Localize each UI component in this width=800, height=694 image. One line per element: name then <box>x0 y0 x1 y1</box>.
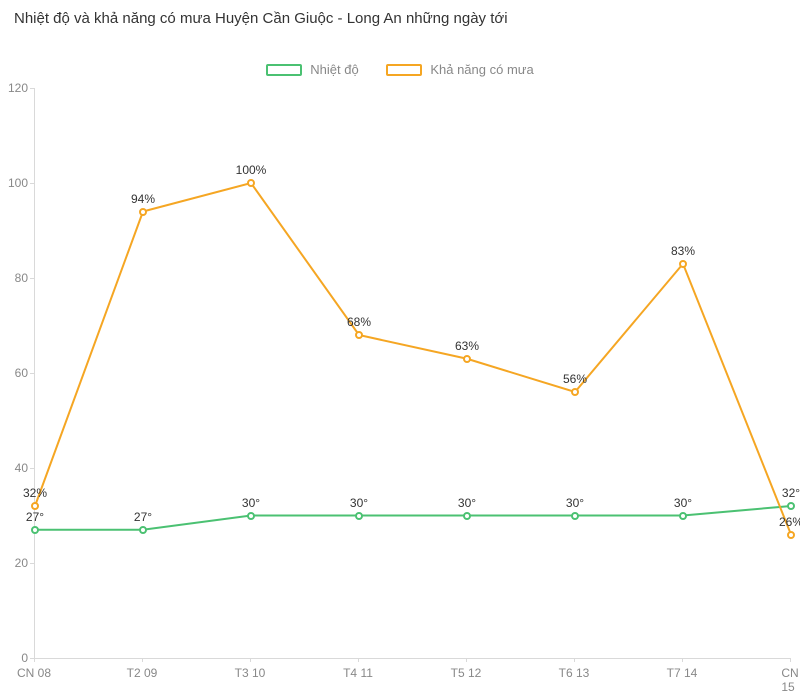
marker-temperature <box>31 526 39 534</box>
y-tick-mark <box>30 468 34 469</box>
marker-temperature <box>787 502 795 510</box>
marker-temperature <box>463 512 471 520</box>
marker-temperature <box>139 526 147 534</box>
marker-rain <box>787 531 795 539</box>
line-rain <box>35 183 791 535</box>
y-tick-mark <box>30 183 34 184</box>
y-tick-label: 60 <box>0 366 28 380</box>
value-label-temperature: 30° <box>458 496 476 510</box>
x-tick-label: T2 09 <box>127 666 158 680</box>
value-label-temperature: 30° <box>566 496 584 510</box>
x-tick-label: T3 10 <box>235 666 266 680</box>
value-label-rain: 68% <box>347 315 371 329</box>
value-label-rain: 56% <box>563 372 587 386</box>
chart-title: Nhiệt độ và khả năng có mưa Huyện Cần Gi… <box>14 10 508 27</box>
legend-label-rain: Khả năng có mưa <box>430 62 533 77</box>
value-label-rain: 26% <box>779 515 800 529</box>
x-tick-label: T5 12 <box>451 666 482 680</box>
marker-rain <box>247 179 255 187</box>
value-label-rain: 83% <box>671 244 695 258</box>
x-tick-mark <box>466 658 467 662</box>
x-tick-label: T6 13 <box>559 666 590 680</box>
y-tick-label: 40 <box>0 461 28 475</box>
legend-label-temperature: Nhiệt độ <box>310 62 358 77</box>
y-tick-label: 120 <box>0 81 28 95</box>
y-tick-label: 20 <box>0 556 28 570</box>
x-tick-mark <box>358 658 359 662</box>
plot-area: 27°27°30°30°30°30°30°32°32%94%100%68%63%… <box>34 88 791 659</box>
y-tick-label: 80 <box>0 271 28 285</box>
marker-rain <box>571 388 579 396</box>
marker-rain <box>355 331 363 339</box>
x-tick-label: CN 08 <box>17 666 51 680</box>
value-label-temperature: 30° <box>350 496 368 510</box>
value-label-temperature: 30° <box>242 496 260 510</box>
legend-item-temperature: Nhiệt độ <box>266 62 358 77</box>
legend-swatch-temperature <box>266 64 302 76</box>
x-tick-label: CN 15 <box>781 666 798 694</box>
x-tick-label: T4 11 <box>343 666 373 680</box>
x-tick-mark <box>34 658 35 662</box>
marker-rain <box>31 502 39 510</box>
value-label-temperature: 30° <box>674 496 692 510</box>
legend-swatch-rain <box>386 64 422 76</box>
marker-temperature <box>247 512 255 520</box>
marker-rain <box>463 355 471 363</box>
legend-item-rain: Khả năng có mưa <box>386 62 533 77</box>
marker-temperature <box>355 512 363 520</box>
value-label-rain: 32% <box>23 486 47 500</box>
marker-rain <box>139 208 147 216</box>
value-label-rain: 94% <box>131 192 155 206</box>
y-tick-mark <box>30 88 34 89</box>
marker-temperature <box>679 512 687 520</box>
x-tick-mark <box>250 658 251 662</box>
y-tick-label: 100 <box>0 176 28 190</box>
value-label-rain: 63% <box>455 339 479 353</box>
value-label-temperature: 27° <box>134 510 152 524</box>
value-label-rain: 100% <box>236 163 267 177</box>
x-tick-mark <box>790 658 791 662</box>
x-tick-mark <box>142 658 143 662</box>
x-tick-label: T7 14 <box>667 666 698 680</box>
legend: Nhiệt độ Khả năng có mưa <box>0 62 800 79</box>
y-tick-mark <box>30 563 34 564</box>
y-tick-mark <box>30 278 34 279</box>
chart-lines <box>35 88 791 658</box>
x-tick-mark <box>682 658 683 662</box>
value-label-temperature: 27° <box>26 510 44 524</box>
x-tick-mark <box>574 658 575 662</box>
marker-rain <box>679 260 687 268</box>
y-tick-label: 0 <box>0 651 28 665</box>
y-tick-mark <box>30 373 34 374</box>
marker-temperature <box>571 512 579 520</box>
value-label-temperature: 32° <box>782 486 800 500</box>
